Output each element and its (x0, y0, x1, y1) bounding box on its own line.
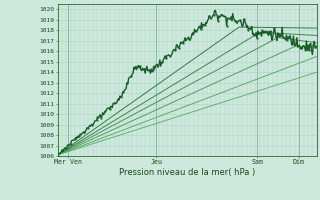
X-axis label: Pression niveau de la mer( hPa ): Pression niveau de la mer( hPa ) (119, 168, 255, 177)
